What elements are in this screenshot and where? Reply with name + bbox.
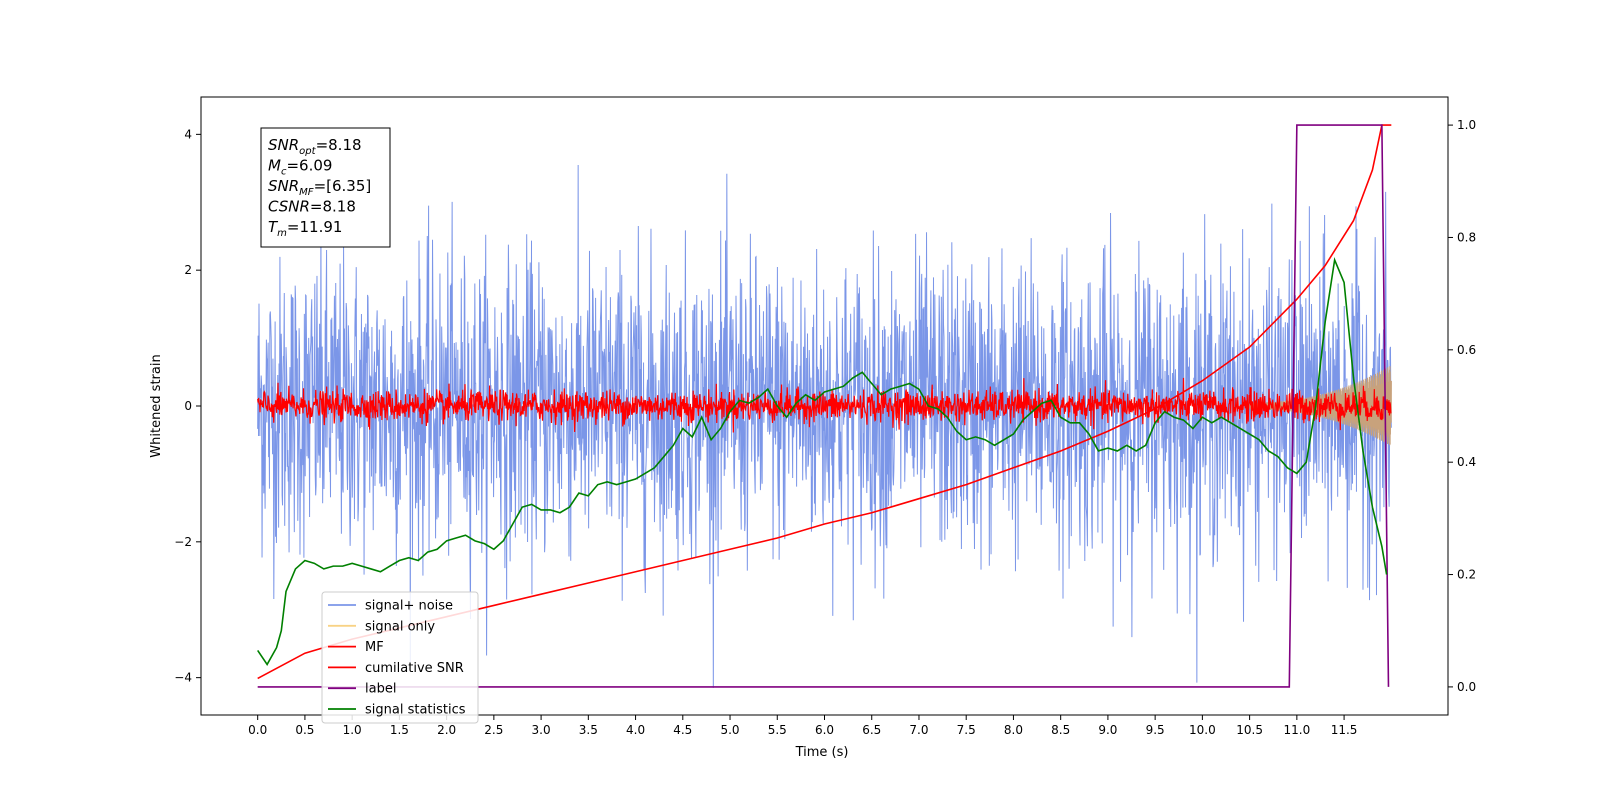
x-tick-label: 2.5 xyxy=(484,723,503,737)
annotation-symbol: M xyxy=(268,157,281,175)
snr-annotation-box: SNRopt=8.18Mc=6.09SNRMF=[6.35]CSNR=8.18T… xyxy=(260,127,391,248)
x-tick-label: 4.0 xyxy=(626,723,645,737)
x-axis: 0.0 0.5 1.0 1.5 2.0 2.5 3.0 3.5 4.0 4.5 5.0 5.5 6.0 6… xyxy=(248,715,1357,737)
annotation-value: =8.18 xyxy=(316,136,362,154)
legend-entry: label xyxy=(365,682,396,697)
x-tick-label: 10.0 xyxy=(1189,723,1216,737)
x-tick-label: 9.5 xyxy=(1146,723,1165,737)
y2-tick-label: 0.6 xyxy=(1457,343,1476,357)
legend-entry: signal statistics xyxy=(365,703,466,718)
y2-tick-label: 0.2 xyxy=(1457,568,1476,582)
annotation-subscript: opt xyxy=(299,146,316,157)
legend-entry: signal+ noise xyxy=(365,599,453,614)
annotation-value: =[6.35] xyxy=(314,177,372,195)
y-axis-right: 0.0 0.2 0.4 0.6 0.8 1.0 xyxy=(1448,118,1476,694)
y-tick-label: −4 xyxy=(174,671,192,685)
y-tick-label: 0 xyxy=(184,399,192,413)
y-axis-left: −4 −2 0 2 4 xyxy=(174,127,201,685)
y-tick-label: 4 xyxy=(184,127,192,141)
annotation-line: CSNR=8.18 xyxy=(268,198,356,216)
annotation-line: SNRMF=[6.35] xyxy=(268,177,371,198)
annotation-line: Tm=11.91 xyxy=(268,218,342,239)
y2-tick-label: 1.0 xyxy=(1457,118,1476,132)
y-tick-label: 2 xyxy=(184,263,192,277)
label-series xyxy=(257,124,1390,688)
x-tick-label: 4.5 xyxy=(673,723,692,737)
y2-tick-label: 0.0 xyxy=(1457,680,1476,694)
x-tick-label: 0.5 xyxy=(295,723,314,737)
x-tick-label: 8.0 xyxy=(1004,723,1023,737)
annotation-value: =11.91 xyxy=(287,218,343,236)
x-tick-label: 7.5 xyxy=(957,723,976,737)
x-tick-label: 7.0 xyxy=(909,723,928,737)
annotation-line: SNRopt=8.18 xyxy=(268,136,362,157)
x-tick-label: 1.0 xyxy=(343,723,362,737)
annotation-symbol: T xyxy=(268,218,279,236)
annotation-value: =8.18 xyxy=(310,198,356,216)
x-tick-label: 1.5 xyxy=(390,723,409,737)
signal-noise-series xyxy=(257,165,1392,688)
x-tick-label: 6.0 xyxy=(815,723,834,737)
x-tick-label: 6.5 xyxy=(862,723,881,737)
x-axis-label: Time (s) xyxy=(795,745,849,760)
legend-entry: cumilative SNR xyxy=(365,661,464,676)
annotation-symbol: SNR xyxy=(268,177,299,195)
y-tick-label: −2 xyxy=(174,535,192,549)
mf-series xyxy=(257,377,1392,433)
x-tick-label: 10.5 xyxy=(1236,723,1263,737)
x-tick-label: 11.0 xyxy=(1283,723,1310,737)
x-tick-label: 2.0 xyxy=(437,723,456,737)
y2-tick-label: 0.8 xyxy=(1457,230,1476,244)
legend-entry: MF xyxy=(365,640,384,655)
annotation-symbol: SNR xyxy=(268,136,299,154)
annotation-symbol: CSNR xyxy=(268,198,310,216)
x-tick-label: 5.5 xyxy=(768,723,787,737)
annotation-line: Mc=6.09 xyxy=(268,157,332,178)
legend-entry: signal only xyxy=(365,619,435,634)
y-axis-label: Whitened strain xyxy=(149,354,164,457)
x-tick-label: 8.5 xyxy=(1051,723,1070,737)
annotation-subscript: MF xyxy=(299,187,314,198)
legend-frame xyxy=(321,591,479,724)
y2-tick-label: 0.4 xyxy=(1457,455,1476,469)
x-tick-label: 3.5 xyxy=(579,723,598,737)
x-tick-label: 0.0 xyxy=(248,723,267,737)
legend: signal+ noise signal only MF cumilative SNR… xyxy=(321,591,479,724)
x-tick-label: 5.0 xyxy=(720,723,739,737)
annotation-subscript: c xyxy=(281,167,287,178)
annotation-frame xyxy=(260,127,391,248)
signal-statistics-series xyxy=(257,257,1388,666)
annotation-value: =6.09 xyxy=(286,157,332,175)
x-tick-label: 9.0 xyxy=(1098,723,1117,737)
x-tick-label: 3.0 xyxy=(532,723,551,737)
annotation-subscript: m xyxy=(277,228,287,239)
x-tick-label: 11.5 xyxy=(1331,723,1358,737)
